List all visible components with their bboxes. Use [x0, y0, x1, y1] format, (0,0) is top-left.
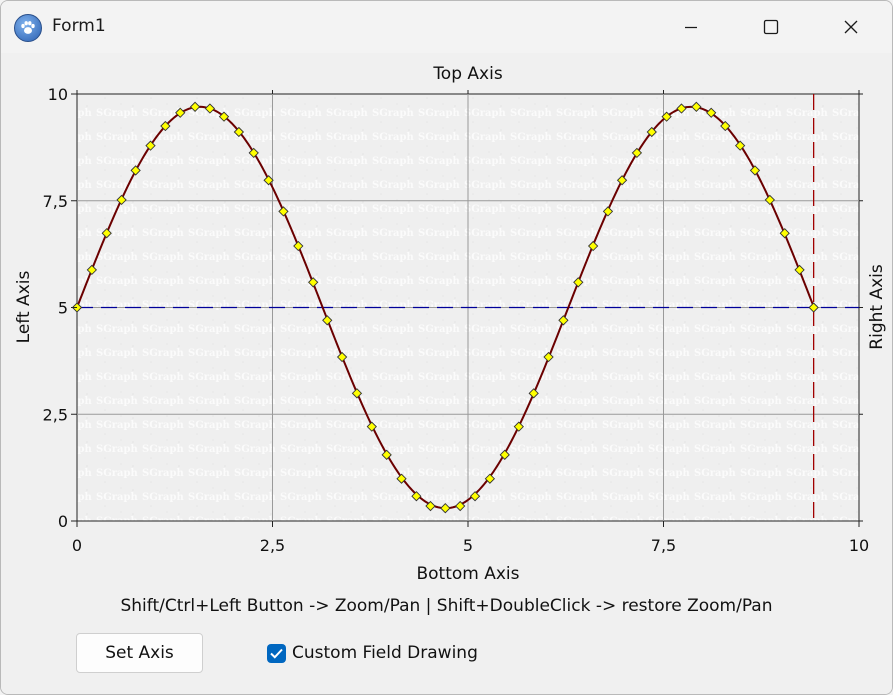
set-axis-button[interactable]: Set Axis	[76, 633, 203, 673]
data-point-marker	[558, 315, 569, 326]
data-point-marker	[631, 147, 643, 159]
checkbox-label: Custom Field Drawing	[292, 643, 478, 663]
minimize-button[interactable]	[651, 1, 731, 53]
data-point-marker	[616, 175, 628, 186]
x-tick-label: 10	[849, 536, 869, 555]
data-point-marker	[749, 165, 761, 176]
y-tick-label: 0	[58, 512, 68, 531]
data-point-marker	[145, 140, 156, 151]
data-point-marker	[411, 491, 422, 502]
data-point-marker	[233, 126, 245, 138]
data-point-marker	[248, 147, 259, 159]
data-point-marker	[293, 240, 304, 252]
checkbox-checked-icon[interactable]	[267, 644, 286, 663]
data-point-marker	[440, 503, 451, 514]
close-icon	[844, 20, 858, 34]
data-point-marker	[587, 240, 599, 252]
y-tick-label: 10	[48, 85, 68, 104]
data-point-marker	[381, 449, 392, 460]
data-point-marker	[425, 500, 436, 512]
data-point-marker	[396, 473, 407, 484]
data-point-marker	[573, 277, 584, 288]
data-point-marker	[706, 107, 717, 118]
close-button[interactable]	[811, 1, 891, 53]
data-point-marker	[794, 264, 805, 276]
x-tick-label: 0	[72, 536, 82, 555]
minimize-icon	[685, 26, 697, 29]
paw-icon[interactable]	[14, 14, 42, 42]
x-tick-label: 5	[463, 536, 473, 555]
data-point-marker	[513, 421, 524, 432]
y-tick-label: 2,5	[43, 405, 68, 424]
data-point-marker	[676, 103, 687, 114]
data-point-marker	[661, 111, 672, 122]
maximize-icon	[763, 19, 779, 35]
data-point-marker	[101, 228, 112, 239]
zoom-pan-hint: Shift/Ctrl+Left Button -> Zoom/Pan | Shi…	[120, 596, 773, 616]
data-point-marker	[720, 120, 731, 132]
x-tick-label: 2,5	[260, 536, 285, 555]
maximize-button[interactable]	[731, 1, 811, 53]
data-point-marker	[366, 421, 377, 432]
data-point-marker	[455, 500, 466, 512]
data-point-marker	[602, 206, 614, 217]
data-point-marker	[734, 140, 746, 151]
data-point-marker	[543, 351, 554, 363]
data-point-marker	[175, 107, 186, 118]
data-point-marker	[691, 101, 702, 112]
right-axis-label: Right Axis	[867, 264, 887, 350]
data-point-marker	[528, 388, 539, 399]
data-point-marker	[263, 175, 274, 186]
data-point-marker	[116, 194, 127, 206]
data-point-marker	[308, 277, 319, 288]
data-point-marker	[779, 228, 790, 239]
window-title: Form1	[52, 16, 106, 36]
data-point-marker	[808, 302, 819, 313]
data-point-marker	[336, 351, 348, 363]
data-point-marker	[322, 315, 333, 326]
data-point-marker	[189, 101, 201, 112]
y-tick-label: 5	[58, 299, 68, 318]
data-point-marker	[278, 206, 289, 217]
data-point-marker	[130, 165, 141, 176]
data-point-marker	[646, 126, 657, 138]
y-tick-label: 7,5	[43, 192, 68, 211]
data-point-marker	[484, 473, 496, 484]
bottom-axis-label: Bottom Axis	[416, 564, 519, 584]
data-point-marker	[160, 120, 171, 132]
data-point-marker	[499, 449, 510, 460]
x-tick-label: 7,5	[651, 536, 676, 555]
data-point-marker	[204, 103, 216, 114]
data-point-marker	[469, 491, 481, 502]
data-point-marker	[764, 194, 775, 206]
data-point-marker	[86, 264, 97, 276]
left-axis-label: Left Axis	[14, 271, 34, 344]
top-axis-label: Top Axis	[432, 64, 503, 84]
data-point-marker	[351, 388, 363, 399]
title-bar[interactable]: Form1	[1, 1, 892, 53]
data-point-marker	[218, 111, 230, 122]
